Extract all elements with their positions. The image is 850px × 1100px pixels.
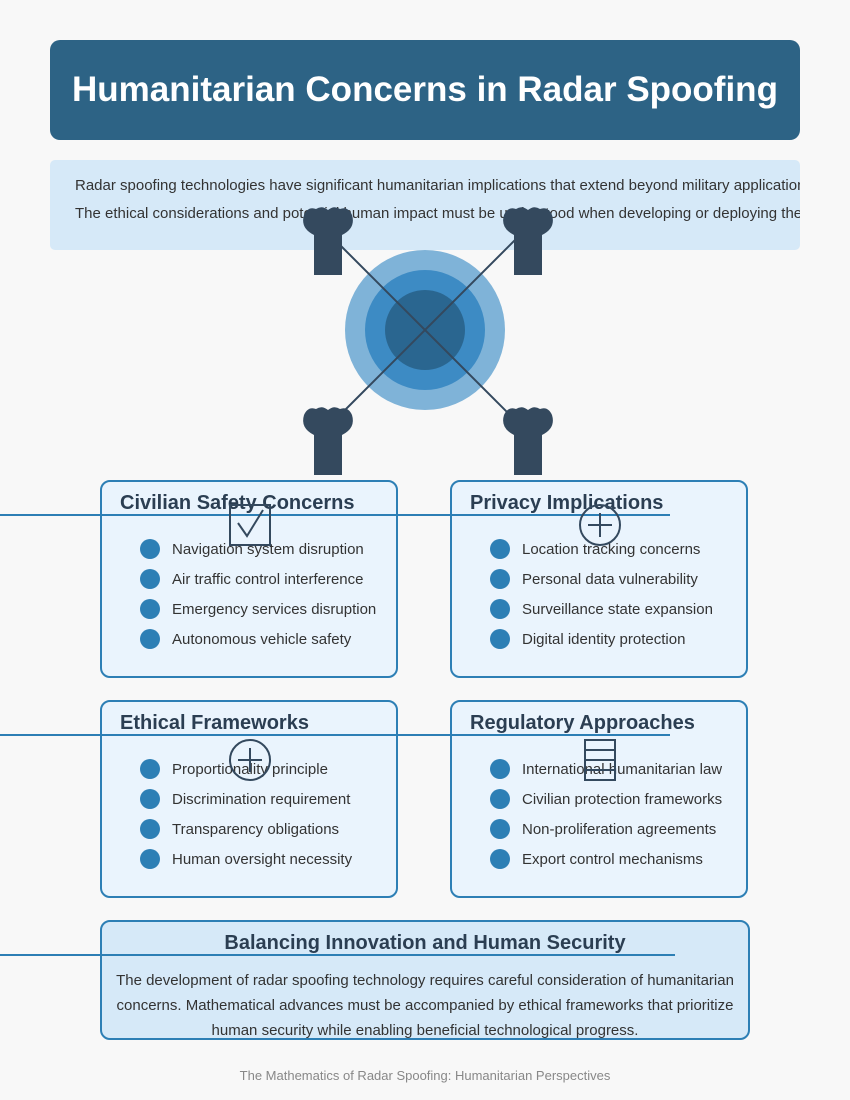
card-list: Navigation system disruption Air traffic… [140, 534, 376, 654]
card-list: International humanitarian law Civilian … [490, 754, 722, 874]
card-regulatory: Regulatory Approaches International huma… [450, 700, 748, 898]
list-item: Location tracking concerns [490, 534, 713, 564]
card-ethical-frameworks: Ethical Frameworks Proportionality princ… [100, 700, 398, 898]
list-item: Export control mechanisms [490, 844, 722, 874]
list-item: Air traffic control interference [140, 564, 376, 594]
card-list: Location tracking concerns Personal data… [490, 534, 713, 654]
list-item: Human oversight necessity [140, 844, 352, 874]
list-item: Transparency obligations [140, 814, 352, 844]
card-civilian-safety: Civilian Safety Concerns Navigation syst… [100, 480, 398, 678]
card-title: Civilian Safety Concerns [120, 492, 355, 514]
list-item: Digital identity protection [490, 624, 713, 654]
bullet-icon [490, 599, 510, 619]
bullet-icon [490, 629, 510, 649]
balance-line: human security while enabling beneficial… [211, 1022, 639, 1039]
bullet-icon [140, 569, 160, 589]
bullet-icon [490, 789, 510, 809]
balance-line: concerns. Mathematical advances must be … [116, 997, 734, 1014]
intro-box: Radar spoofing technologies have signifi… [50, 160, 800, 250]
list-item: Surveillance state expansion [490, 594, 713, 624]
list-item: Discrimination requirement [140, 784, 352, 814]
tower-icon [503, 407, 553, 475]
bullet-icon [490, 849, 510, 869]
tower-icon [303, 407, 353, 475]
balance-text: The development of radar spoofing techno… [60, 968, 790, 1043]
bullet-icon [140, 789, 160, 809]
bullet-icon [490, 539, 510, 559]
list-item: Proportionality principle [140, 754, 352, 784]
bullet-icon [490, 759, 510, 779]
bullet-icon [140, 629, 160, 649]
list-item: International humanitarian law [490, 754, 722, 784]
radar-diagram [303, 207, 553, 475]
bullet-icon [490, 819, 510, 839]
card-title: Ethical Frameworks [120, 712, 309, 734]
bullet-icon [140, 539, 160, 559]
list-item: Emergency services disruption [140, 594, 376, 624]
intro-line-1: Radar spoofing technologies have signifi… [75, 177, 800, 194]
list-item: Non-proliferation agreements [490, 814, 722, 844]
intro-line-2: The ethical considerations and potential… [75, 205, 800, 222]
tower-icon [503, 207, 553, 275]
card-title: Regulatory Approaches [470, 712, 695, 734]
bullet-icon [140, 759, 160, 779]
list-item: Personal data vulnerability [490, 564, 713, 594]
list-item: Navigation system disruption [140, 534, 376, 564]
card-title: Privacy Implications [470, 492, 664, 514]
card-privacy: Privacy Implications Location tracking c… [450, 480, 748, 678]
signal-line [324, 229, 526, 431]
balance-title: Balancing Innovation and Human Security [224, 932, 626, 954]
title-banner: Humanitarian Concerns in Radar Spoofing [50, 40, 800, 140]
bullet-icon [140, 599, 160, 619]
balance-box: Balancing Innovation and Human Security [100, 920, 750, 1040]
page-title: Humanitarian Concerns in Radar Spoofing [72, 70, 778, 109]
list-item: Autonomous vehicle safety [140, 624, 376, 654]
bullet-icon [140, 819, 160, 839]
footer-text: The Mathematics of Radar Spoofing: Human… [239, 1068, 611, 1083]
list-item: Civilian protection frameworks [490, 784, 722, 814]
bullet-icon [490, 569, 510, 589]
bullet-icon [140, 849, 160, 869]
tower-icon [303, 207, 353, 275]
balance-line: The development of radar spoofing techno… [116, 972, 734, 989]
card-list: Proportionality principle Discrimination… [140, 754, 352, 874]
